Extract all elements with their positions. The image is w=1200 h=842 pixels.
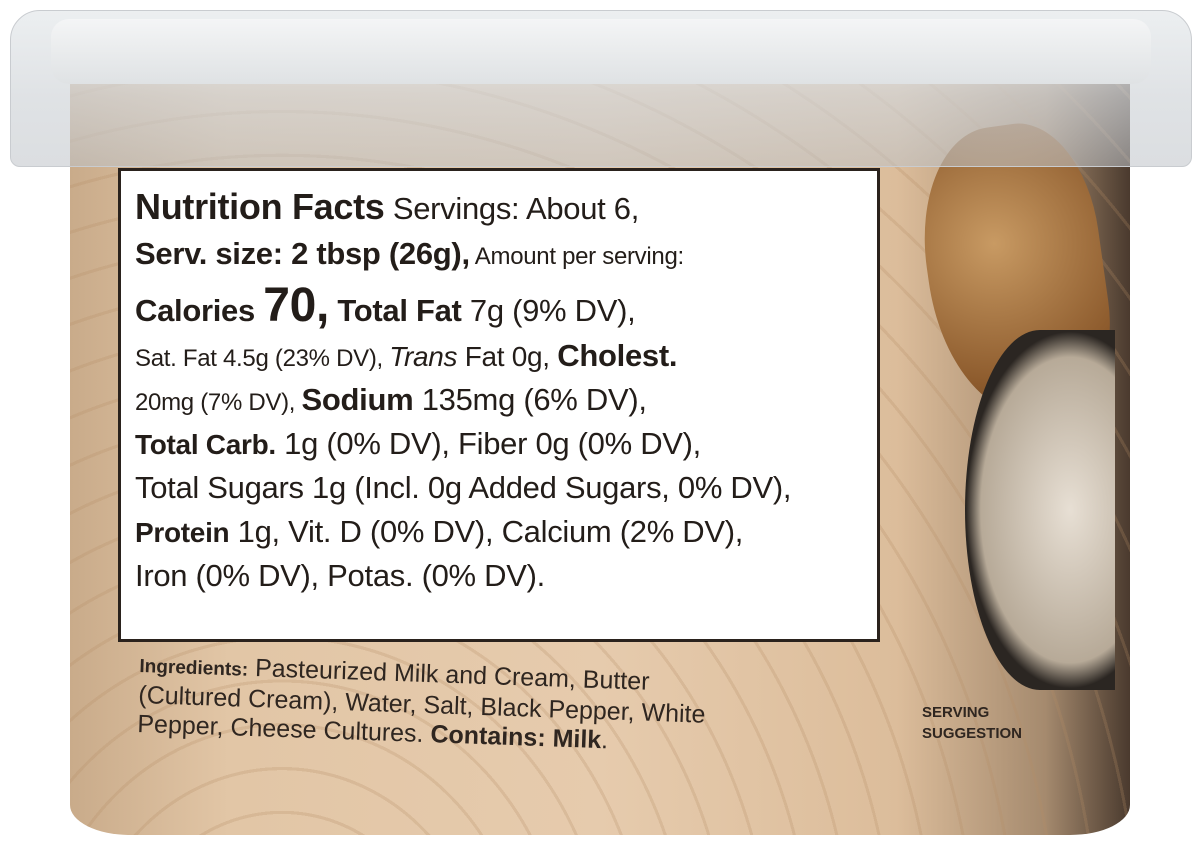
- nf-line-4: Sat. Fat 4.5g (23% DV), Trans Fat 0g, Ch…: [135, 340, 867, 371]
- sugars: Total Sugars 1g (Incl. 0g Added Sugars, …: [135, 470, 792, 505]
- sat-fat: Sat. Fat 4.5g (23% DV),: [135, 345, 390, 372]
- nf-line-2: Serv. size: 2 tbsp (26g), Amount per ser…: [135, 238, 867, 269]
- carb-label: Total Carb.: [135, 429, 276, 460]
- serving-suggestion: SERVING SUGGESTION: [922, 702, 1022, 744]
- serving-suggestion-line1: SERVING: [922, 704, 990, 721]
- protein-value: 1g, Vit. D (0% DV), Calcium (2% DV),: [229, 514, 744, 549]
- calories-value: 70,: [263, 279, 330, 332]
- cholest-label: Cholest.: [557, 338, 678, 373]
- nf-title: Nutrition Facts: [135, 186, 385, 227]
- trans-label: Trans: [389, 341, 458, 372]
- total-fat-label: Total Fat: [329, 293, 462, 328]
- servings: Servings: About 6,: [384, 191, 640, 226]
- iron-potassium: Iron (0% DV), Potas. (0% DV).: [135, 558, 545, 593]
- nf-line-8: Protein 1g, Vit. D (0% DV), Calcium (2% …: [135, 516, 867, 547]
- nf-line-3: Calories 70, Total Fat 7g (9% DV),: [135, 282, 867, 330]
- sodium-value: 135mg (6% DV),: [413, 382, 647, 417]
- calories-label: Calories: [135, 293, 264, 328]
- carb-value: 1g (0% DV), Fiber 0g (0% DV),: [275, 426, 701, 461]
- nf-line-5: 20mg (7% DV), Sodium 135mg (6% DV),: [135, 384, 867, 415]
- nf-line-9: Iron (0% DV), Potas. (0% DV).: [135, 560, 867, 591]
- clear-lid: [10, 10, 1192, 167]
- serving-size: Serv. size: 2 tbsp (26g),: [135, 236, 470, 271]
- sodium-label: Sodium: [301, 382, 414, 417]
- nf-line-7: Total Sugars 1g (Incl. 0g Added Sugars, …: [135, 472, 867, 503]
- amount-per-serving: Amount per serving:: [469, 243, 684, 270]
- serving-suggestion-line2: SUGGESTION: [922, 725, 1023, 742]
- protein-label: Protein: [135, 517, 230, 548]
- total-fat-value: 7g (9% DV),: [461, 293, 636, 328]
- ingredients-end: .: [600, 726, 609, 755]
- spread-bowl-image: [965, 330, 1115, 690]
- nf-line-1: Nutrition Facts Servings: About 6,: [135, 189, 867, 225]
- lid-top: [51, 19, 1151, 84]
- ingredients-label: Ingredients:: [139, 655, 249, 681]
- nutrition-facts-panel: Nutrition Facts Servings: About 6, Serv.…: [118, 168, 880, 642]
- trans-value: Fat 0g,: [457, 341, 558, 372]
- allergen-statement: Contains: Milk: [429, 720, 602, 755]
- nf-line-6: Total Carb. 1g (0% DV), Fiber 0g (0% DV)…: [135, 428, 867, 459]
- cholest-value: 20mg (7% DV),: [135, 389, 302, 416]
